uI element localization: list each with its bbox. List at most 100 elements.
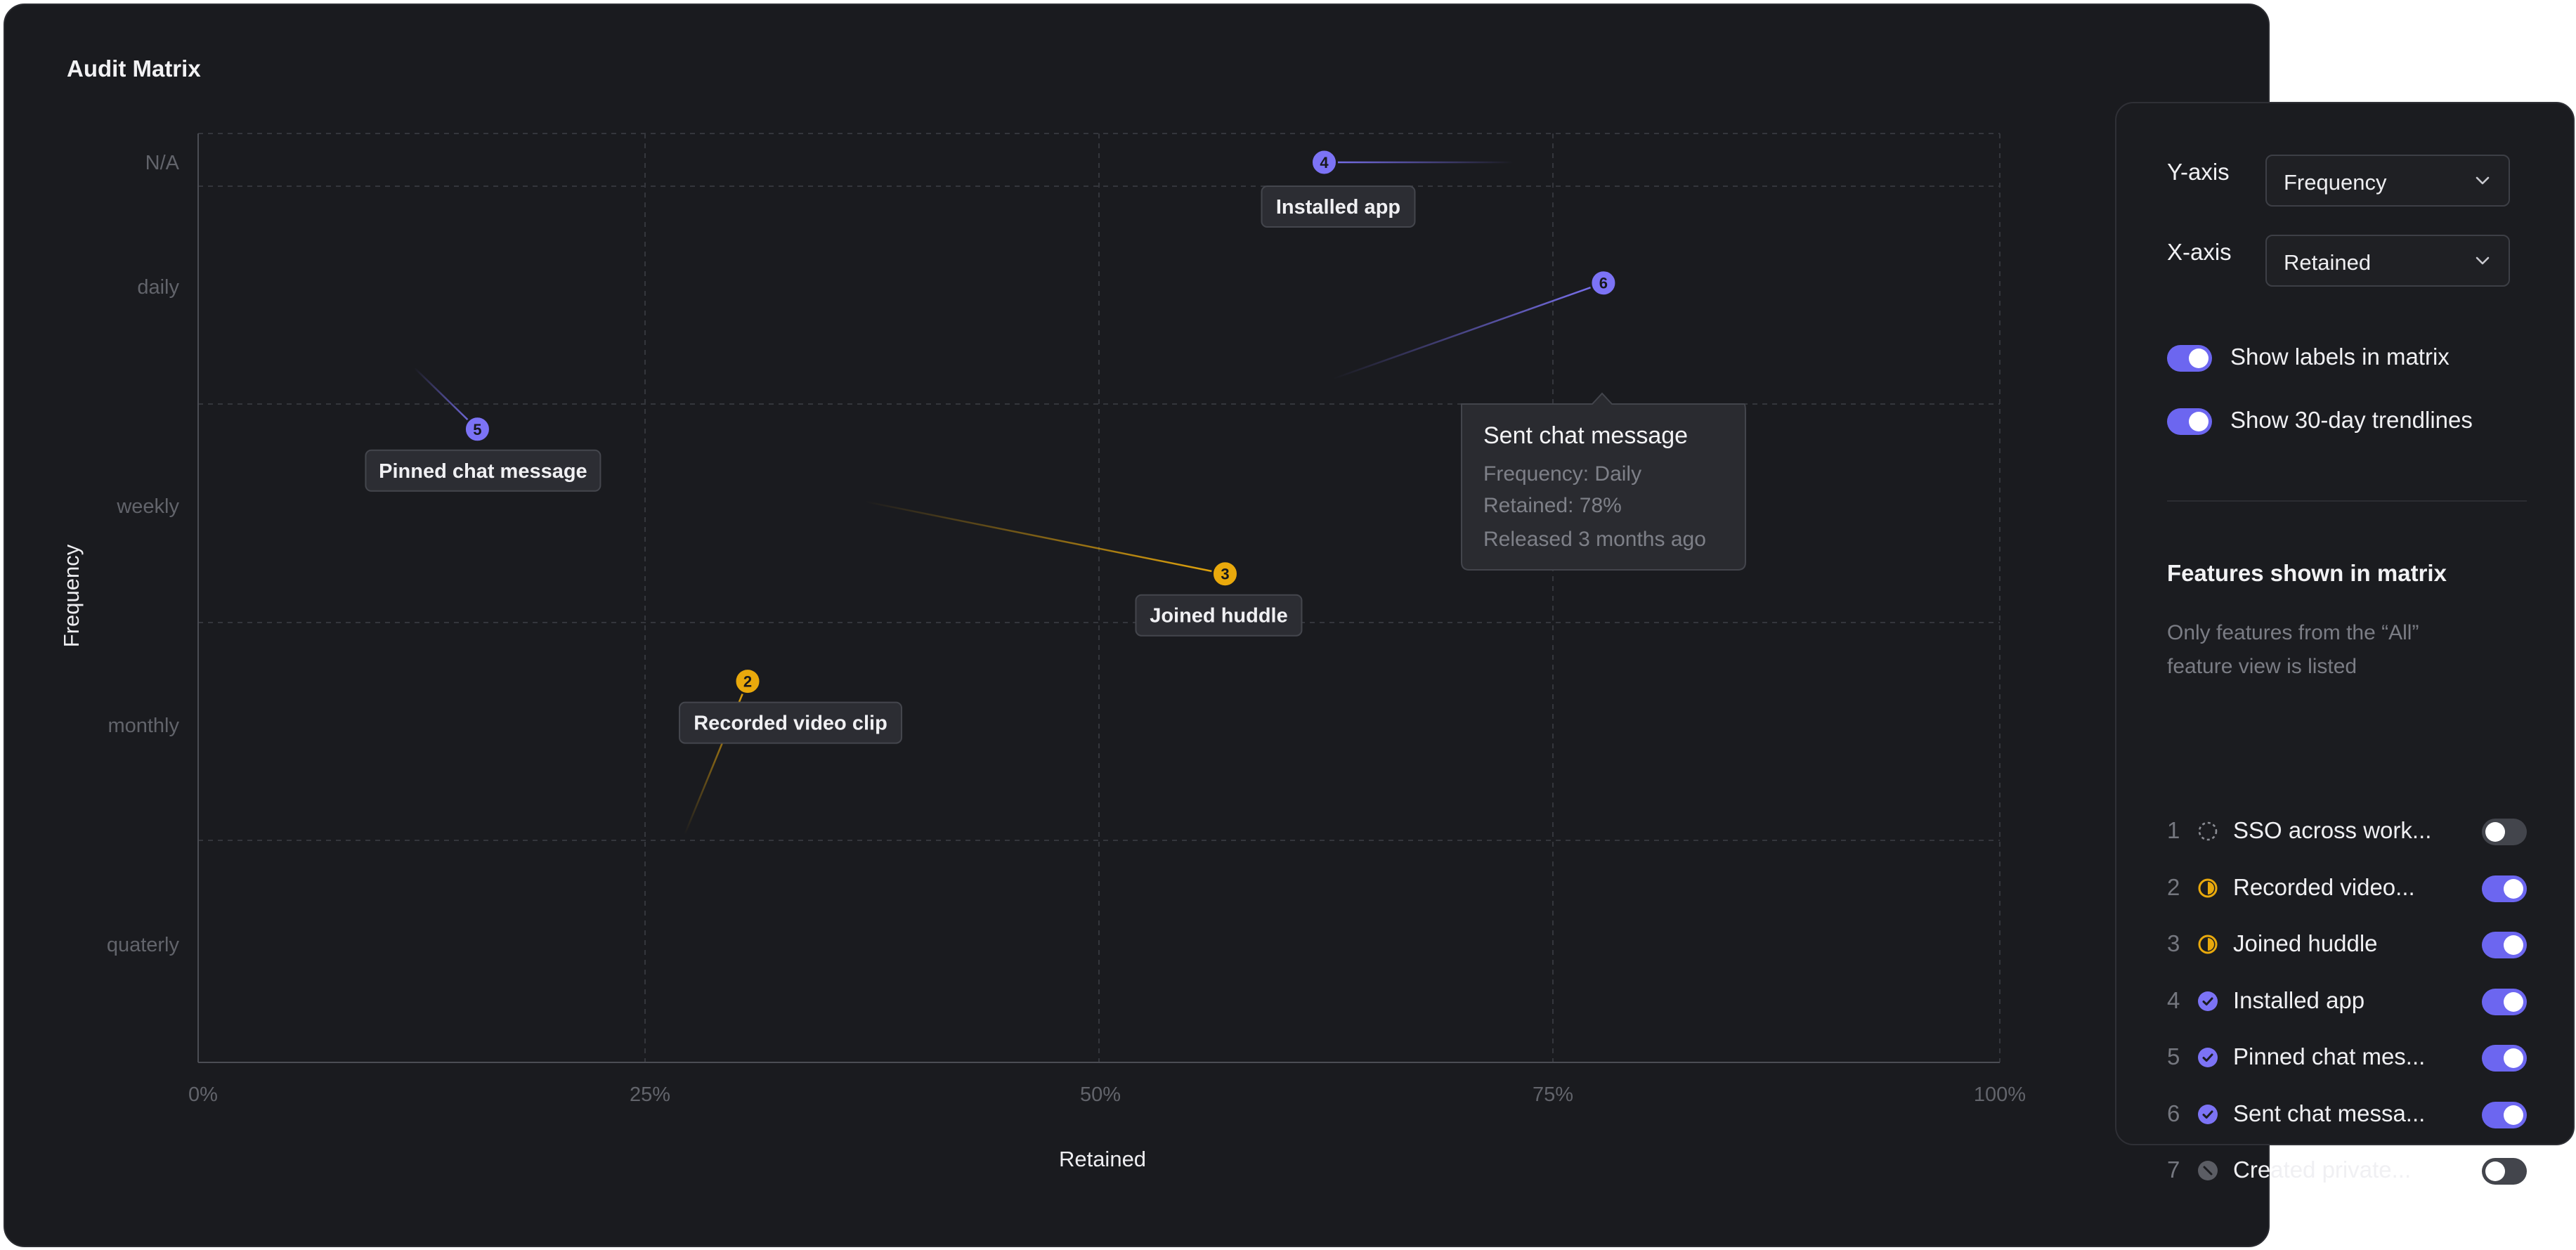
y-axis-label: Y-axis [2167, 159, 2230, 185]
chart-grid [198, 133, 2001, 1062]
chart-axes [197, 134, 2000, 1063]
show-trendlines-row: Show 30-day trendlines [2167, 405, 2546, 441]
toggle-knob [2189, 349, 2209, 368]
data-point-number: 2 [743, 673, 752, 691]
feature-toggle[interactable] [2482, 988, 2527, 1015]
panel-divider [2167, 500, 2527, 502]
feature-index: 4 [2167, 987, 2180, 1013]
x-axis-select-value: Retained [2284, 250, 2372, 275]
label-box [1135, 594, 1303, 637]
data-point-number: 3 [1221, 566, 1229, 583]
y-axis-label: monthly [108, 715, 179, 737]
dashed-circle-icon [2197, 820, 2219, 842]
feature-name: Installed app [2233, 987, 2365, 1013]
y-axis-title: Frequency [59, 544, 84, 647]
data-point-marker [734, 668, 762, 696]
label-box [365, 449, 601, 492]
y-axis-select-value: Frequency [2284, 170, 2387, 195]
feature-index: 6 [2167, 1100, 2180, 1126]
toggle-knob [2485, 822, 2505, 842]
trendline [864, 500, 1225, 575]
data-point-number: 6 [1599, 275, 1608, 292]
feature-name: Pinned chat mes... [2233, 1043, 2426, 1069]
features-note: Only features from the “All” feature vie… [2167, 621, 2419, 678]
feature-index: 1 [2167, 817, 2180, 843]
x-tick-label: 0% [188, 1083, 218, 1106]
tooltip-released: Released 3 months ago [1483, 528, 1706, 551]
feature-toggle[interactable] [2482, 1101, 2527, 1128]
y-axis-label: quaterly [107, 934, 180, 956]
toggle-knob [2504, 935, 2523, 955]
data-point-label: Recorded video clip [679, 701, 903, 744]
show-trendlines-toggle[interactable] [2167, 408, 2212, 435]
matrix-title: Audit Matrix [67, 56, 201, 82]
show-labels-label: Show labels in matrix [2230, 344, 2450, 370]
features-heading: Features shown in matrix [2167, 560, 2447, 586]
data-point-number: 5 [473, 421, 481, 438]
data-point-3[interactable]: 3 [1211, 560, 1239, 588]
x-tick-label: 100% [1974, 1083, 2026, 1106]
toggle-knob [2189, 412, 2209, 431]
feature-row: 6 Sent chat messa... [2167, 1098, 2527, 1134]
data-point-marker [1211, 560, 1239, 588]
label-text: Joined huddle [1150, 605, 1288, 627]
data-point-label: Joined huddle [1135, 594, 1303, 637]
feature-name: Sent chat messa... [2233, 1100, 2426, 1126]
x-axis-ticks: 0% 25% 50% 75% 100% [188, 1083, 2026, 1106]
feature-name: Created private... [2233, 1157, 2412, 1183]
data-point-label: Pinned chat message [365, 449, 601, 492]
check-circle-icon [2197, 990, 2219, 1013]
x-tick-label: 25% [630, 1083, 670, 1106]
y-axis-row: Y-axis Frequency [2167, 155, 2525, 208]
feature-row: 7 Created private... [2167, 1154, 2527, 1190]
tooltip-frequency: Frequency: Daily [1483, 462, 1641, 486]
x-tick-label: 50% [1080, 1083, 1121, 1106]
feature-row: 3 Joined huddle [2167, 927, 2527, 964]
feature-index: 3 [2167, 930, 2180, 956]
feature-toggle[interactable] [2482, 932, 2527, 958]
toggle-knob [2504, 878, 2523, 899]
y-axis-select[interactable]: Frequency [2265, 155, 2510, 207]
trendline [413, 367, 479, 430]
feature-toggle[interactable] [2482, 819, 2527, 845]
feature-toggle[interactable] [2482, 1158, 2527, 1185]
feature-name: Joined huddle [2233, 930, 2378, 956]
feature-toggle[interactable] [2482, 1045, 2527, 1072]
chevron-down-icon [2476, 176, 2490, 185]
matrix-settings-panel: Y-axis Frequency X-axis Retained Show la… [2115, 102, 2575, 1185]
check-circle-icon [2197, 1103, 2219, 1126]
show-trendlines-label: Show 30-day trendlines [2230, 407, 2473, 433]
feature-index: 2 [2167, 873, 2180, 900]
x-axis-select[interactable]: Retained [2265, 235, 2510, 287]
data-point-4[interactable]: 4 [1310, 148, 1338, 176]
data-point-marker [1310, 148, 1338, 176]
toggle-knob [2504, 1105, 2523, 1125]
feature-toggle[interactable] [2482, 875, 2527, 902]
show-labels-toggle[interactable] [2167, 345, 2212, 372]
half-circle-icon [2197, 933, 2219, 956]
feature-index: 5 [2167, 1043, 2180, 1069]
feature-row: 4 Installed app [2167, 984, 2527, 1021]
label-box [1261, 185, 1416, 228]
half-circle-icon [2197, 877, 2219, 899]
y-axis-label: weekly [116, 495, 179, 518]
check-circle-icon [2197, 1046, 2219, 1069]
y-axis-label: N/A [145, 152, 180, 174]
tooltip-title: Sent chat message [1483, 422, 1688, 449]
x-axis-row: X-axis Retained [2167, 235, 2525, 288]
show-labels-row: Show labels in matrix [2167, 342, 2546, 377]
toggle-knob [2485, 1161, 2505, 1181]
feature-name: Recorded video... [2233, 873, 2415, 900]
data-point-6[interactable]: 6 [1589, 269, 1618, 297]
feature-row: 2 Recorded video... [2167, 871, 2527, 908]
feature-row: 1 SSO across work... [2167, 814, 2527, 851]
data-point-2[interactable]: 2 [734, 668, 762, 696]
data-point-5[interactable]: 5 [463, 415, 491, 443]
slashed-circle-icon [2197, 1159, 2219, 1182]
x-axis-label: X-axis [2167, 239, 2232, 265]
y-axis-label: daily [137, 276, 179, 299]
data-point-label: Installed app [1261, 185, 1416, 228]
point-tooltip: Sent chat message Frequency: Daily Retai… [1461, 392, 1746, 571]
tooltip-box [1461, 392, 1746, 571]
